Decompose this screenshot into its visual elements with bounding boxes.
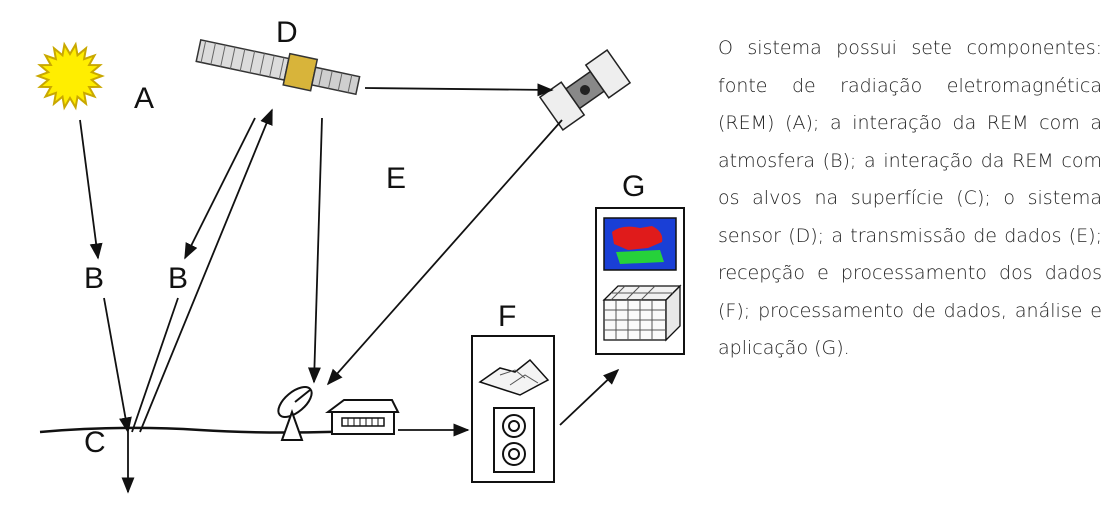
label-a: A: [134, 82, 154, 115]
label-f: F: [498, 300, 516, 333]
relay-satellite-icon: [538, 49, 632, 131]
terrain-3d-icon: [478, 358, 550, 396]
label-e: E: [386, 162, 406, 195]
data-cube-icon: [602, 284, 682, 342]
label-c: C: [84, 426, 106, 459]
remote-sensing-diagram: A B B C D E F G: [35, 16, 685, 494]
ground-surface: [39, 426, 381, 434]
satellite-icon: [195, 38, 361, 96]
tape-reels-icon: [493, 407, 535, 473]
label-g: G: [622, 170, 645, 203]
sun-icon: [35, 41, 105, 111]
description-text: O sistema possui sete componentes: fonte…: [718, 37, 1102, 359]
label-b1: B: [84, 262, 104, 295]
label-b2: B: [168, 262, 188, 295]
label-d: D: [276, 16, 298, 49]
ground-station-icon: [325, 399, 400, 435]
classified-map-icon: [603, 217, 677, 271]
antenna-dish-icon: [277, 386, 313, 441]
